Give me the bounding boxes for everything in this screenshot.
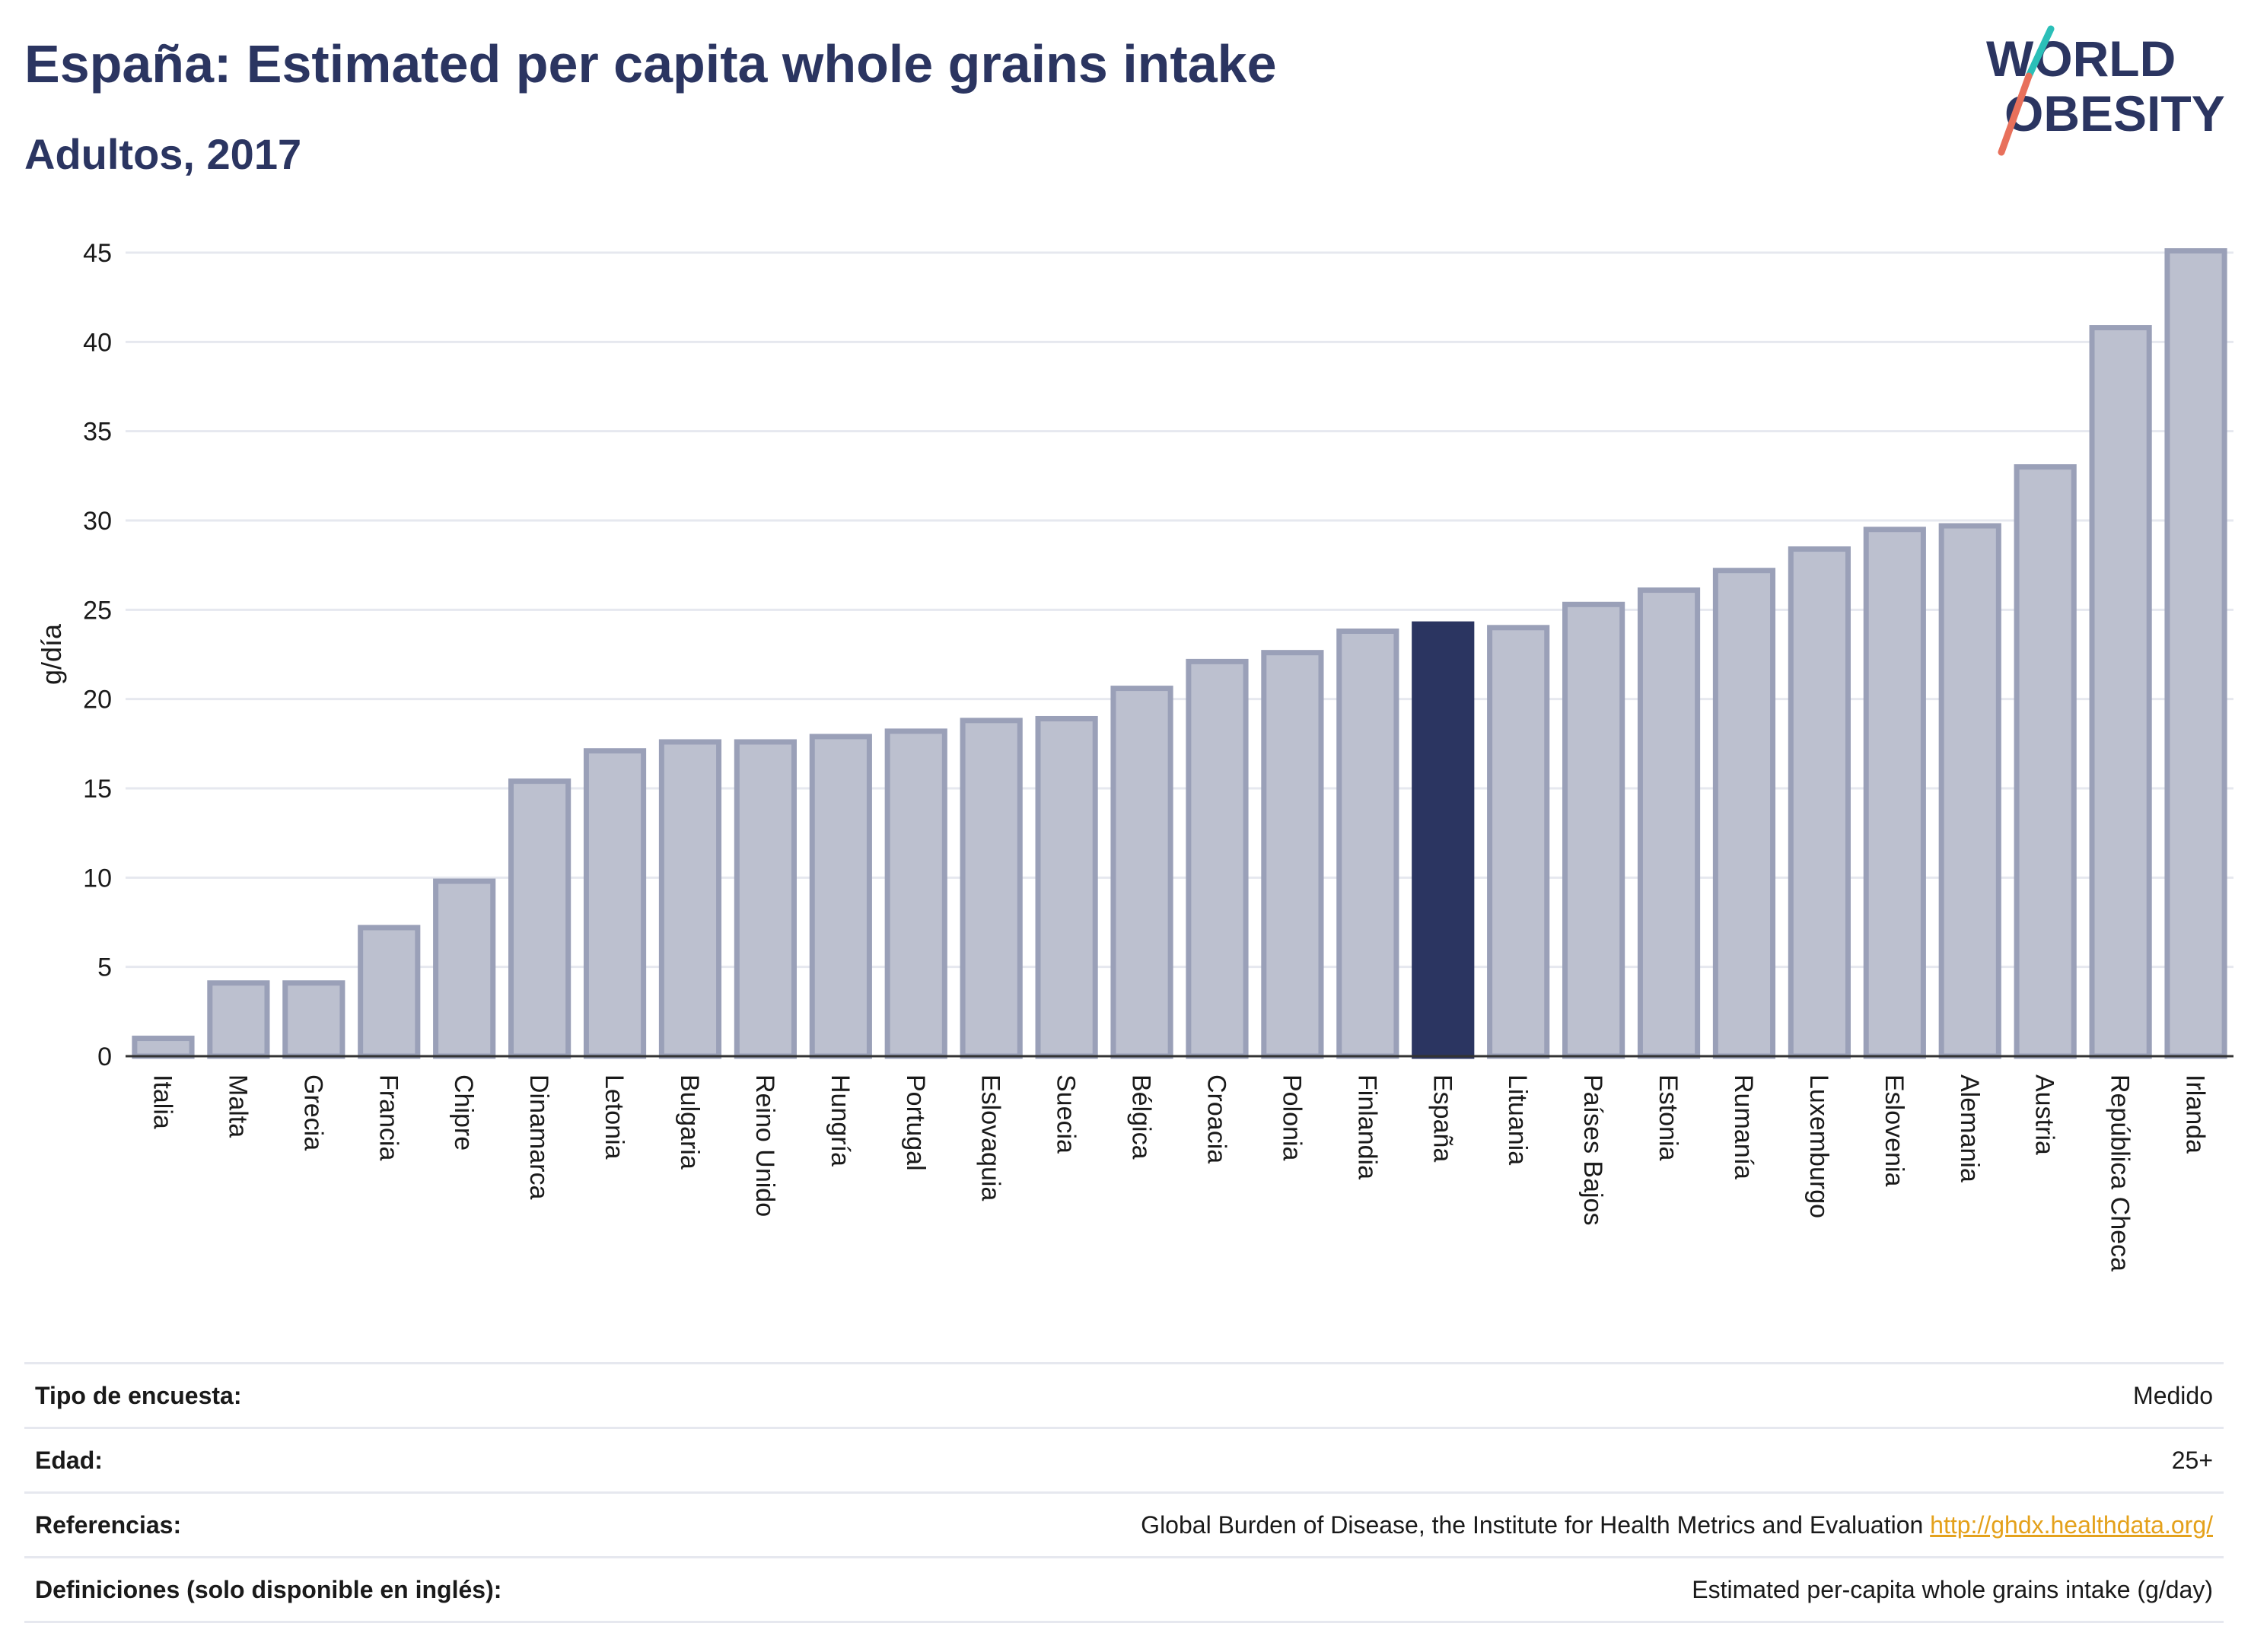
chart-subtitle: Adultos, 2017 bbox=[24, 130, 302, 178]
bar-dinamarca bbox=[508, 778, 572, 1059]
meta-value: Global Burden of Disease, the Institute … bbox=[1141, 1511, 2224, 1539]
x-tick-label: Finlandia bbox=[1352, 1074, 1381, 1179]
bar-austria bbox=[2014, 464, 2077, 1059]
meta-value: Medido bbox=[2133, 1381, 2213, 1409]
bar-lituania bbox=[1487, 625, 1550, 1059]
bar-irlanda bbox=[2164, 248, 2227, 1059]
meta-row-survey-type: Tipo de encuesta: Medido bbox=[24, 1362, 2224, 1427]
bar-portugal bbox=[884, 728, 947, 1059]
bar-españa bbox=[1412, 621, 1475, 1059]
meta-value: Estimated per-capita whole grains intake… bbox=[1692, 1575, 2213, 1603]
x-tick-label: Eslovenia bbox=[1880, 1074, 1909, 1187]
meta-row-references: Referencias: Global Burden of Disease, t… bbox=[24, 1491, 2224, 1556]
y-tick-label: 35 bbox=[83, 418, 112, 447]
x-tick-label: Suecia bbox=[1052, 1074, 1081, 1154]
meta-label: Referencias: bbox=[35, 1510, 182, 1539]
x-tick-label: Estonia bbox=[1654, 1074, 1683, 1160]
bar-bulgaria bbox=[658, 739, 722, 1059]
bar-francia bbox=[358, 925, 421, 1059]
meta-row-age: Edad: 25+ bbox=[24, 1427, 2224, 1491]
bar-luxemburgo bbox=[1788, 546, 1851, 1059]
metadata-table: Tipo de encuesta: Medido Edad: 25+ Refer… bbox=[24, 1362, 2224, 1623]
chart-title: España: Estimated per capita whole grain… bbox=[24, 34, 1277, 94]
y-tick-label: 15 bbox=[83, 775, 112, 804]
x-tick-label: Eslovaquia bbox=[976, 1074, 1005, 1201]
x-tick-label: Austria bbox=[2030, 1074, 2059, 1155]
y-axis-label: g/día bbox=[36, 623, 67, 685]
bar-croacia bbox=[1186, 658, 1249, 1059]
bar-italia bbox=[132, 1036, 195, 1059]
y-tick-label: 20 bbox=[83, 686, 112, 715]
bar-reino-unido bbox=[734, 739, 797, 1059]
meta-label: Definiciones (solo disponible en inglés)… bbox=[35, 1575, 502, 1603]
x-tick-label: Reino Unido bbox=[750, 1074, 779, 1217]
x-tick-label: Portugal bbox=[901, 1074, 930, 1171]
x-tick-label: Grecia bbox=[298, 1074, 327, 1151]
x-tick-label: Lituania bbox=[1503, 1074, 1532, 1165]
y-tick-label: 5 bbox=[97, 953, 112, 982]
y-tick-label: 30 bbox=[83, 507, 112, 536]
x-tick-label: República Checa bbox=[2106, 1074, 2135, 1272]
logo-text-obesity: OBESITY bbox=[2004, 85, 2225, 142]
x-tick-label: Rumanía bbox=[1729, 1074, 1758, 1179]
bar-malta bbox=[207, 980, 270, 1059]
logo-slash-teal bbox=[2025, 25, 2055, 80]
x-tick-label: España bbox=[1428, 1074, 1457, 1162]
y-tick-label: 0 bbox=[97, 1042, 112, 1071]
y-tick-label: 25 bbox=[83, 596, 112, 625]
bar-polonia bbox=[1261, 650, 1324, 1059]
bar-república-checa bbox=[2089, 325, 2152, 1059]
x-tick-label: Países Bajos bbox=[1578, 1074, 1607, 1225]
bar-finlandia bbox=[1336, 628, 1399, 1059]
bar-grecia bbox=[282, 980, 345, 1059]
x-tick-label: Irlanda bbox=[2181, 1074, 2210, 1154]
bar-alemania bbox=[1938, 523, 2001, 1059]
x-tick-label: Bulgaria bbox=[675, 1074, 704, 1170]
logo-text-world: WORLD bbox=[1986, 30, 2176, 87]
x-tick-label: Bélgica bbox=[1127, 1074, 1156, 1160]
bar-chart: 0 5 10 15 20 25 30 35 40 45 g/día Italia Malta Grecia… bbox=[36, 239, 2233, 1272]
bar-rumanía bbox=[1712, 568, 1776, 1059]
bar-letonia bbox=[583, 748, 647, 1059]
x-tick-label: Polonia bbox=[1277, 1074, 1306, 1161]
bar-eslovenia bbox=[1863, 527, 1926, 1059]
bar-estonia bbox=[1637, 587, 1701, 1059]
meta-label: Tipo de encuesta: bbox=[35, 1381, 242, 1409]
y-tick-label: 40 bbox=[83, 328, 112, 357]
bar-eslovaquia bbox=[960, 718, 1023, 1059]
meta-value: 25+ bbox=[2171, 1446, 2213, 1474]
y-tick-label: 10 bbox=[83, 864, 112, 893]
x-tick-label: Chipre bbox=[449, 1074, 478, 1151]
bar-chipre bbox=[433, 878, 496, 1059]
x-tick-label: Letonia bbox=[600, 1074, 629, 1160]
x-tick-label: Luxemburgo bbox=[1804, 1074, 1833, 1218]
x-tick-label: Dinamarca bbox=[524, 1074, 553, 1199]
x-tick-label: Croacia bbox=[1202, 1074, 1231, 1163]
y-tick-label: 45 bbox=[83, 239, 112, 268]
reference-link[interactable]: http://ghdx.healthdata.org/ bbox=[1930, 1510, 2213, 1539]
x-tick-label: Italia bbox=[148, 1074, 177, 1129]
x-tick-label: Malta bbox=[223, 1074, 252, 1138]
x-tick-label: Francia bbox=[374, 1074, 403, 1160]
world-obesity-logo: WORLD OBESITY bbox=[1986, 25, 2225, 156]
x-tick-label: Alemania bbox=[1955, 1074, 1984, 1183]
meta-row-definitions: Definiciones (solo disponible en inglés)… bbox=[24, 1556, 2224, 1623]
bar-hungría bbox=[809, 734, 872, 1059]
bar-países-bajos bbox=[1562, 601, 1625, 1059]
logo-slash-coral bbox=[1998, 72, 2033, 156]
bar-suecia bbox=[1035, 715, 1098, 1059]
reference-text: Global Burden of Disease, the Institute … bbox=[1141, 1510, 1924, 1539]
meta-label: Edad: bbox=[35, 1446, 103, 1474]
bar-bélgica bbox=[1110, 686, 1173, 1059]
x-tick-label: Hungría bbox=[826, 1074, 855, 1167]
